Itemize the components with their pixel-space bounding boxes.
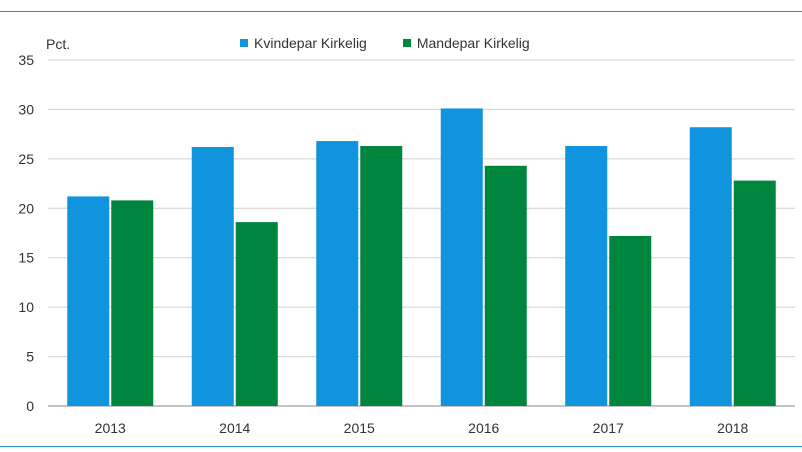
- legend: Kvindepar Kirkelig Mandepar Kirkelig: [240, 35, 530, 51]
- x-tick-label: 2017: [593, 420, 624, 436]
- legend-item-mandepar: Mandepar Kirkelig: [402, 35, 530, 51]
- bar-mandepar: [733, 180, 776, 406]
- legend-label-mandepar: Mandepar Kirkelig: [416, 35, 530, 51]
- x-tick-label: 2015: [344, 420, 375, 436]
- bar-mandepar: [484, 165, 527, 406]
- bar-mandepar: [111, 200, 154, 406]
- bar-kvindepar: [565, 146, 608, 406]
- y-tick-label: 30: [18, 101, 34, 117]
- legend-label-kvindepar: Kvindepar Kirkelig: [254, 35, 367, 51]
- bar-mandepar: [360, 146, 403, 406]
- bar-kvindepar: [440, 108, 483, 406]
- legend-swatch-mandepar: [402, 39, 411, 47]
- bar-mandepar: [609, 235, 652, 406]
- y-tick-label: 5: [26, 349, 34, 365]
- top-rule: [0, 11, 802, 12]
- bar-mandepar: [235, 222, 278, 406]
- x-tick-label: 2014: [219, 420, 250, 436]
- bar-kvindepar: [689, 127, 732, 407]
- y-tick-label: 0: [26, 398, 34, 414]
- x-tick-label: 2013: [95, 420, 126, 436]
- bar-kvindepar: [316, 141, 359, 406]
- bottom-rule: [0, 446, 802, 447]
- y-tick-label: 15: [18, 250, 34, 266]
- legend-item-kvindepar: Kvindepar Kirkelig: [240, 35, 367, 51]
- x-tick-label: 2018: [717, 420, 748, 436]
- y-tick-label: 25: [18, 151, 34, 167]
- y-tick-label: 35: [18, 52, 34, 68]
- legend-swatch-kvindepar: [240, 39, 248, 47]
- y-tick-label: 10: [18, 299, 34, 315]
- x-tick-label: 2016: [468, 420, 499, 436]
- y-tick-label: 20: [18, 200, 34, 216]
- y-axis-label: Pct.: [46, 36, 71, 52]
- bar-kvindepar: [191, 146, 234, 406]
- bar-kvindepar: [67, 196, 110, 406]
